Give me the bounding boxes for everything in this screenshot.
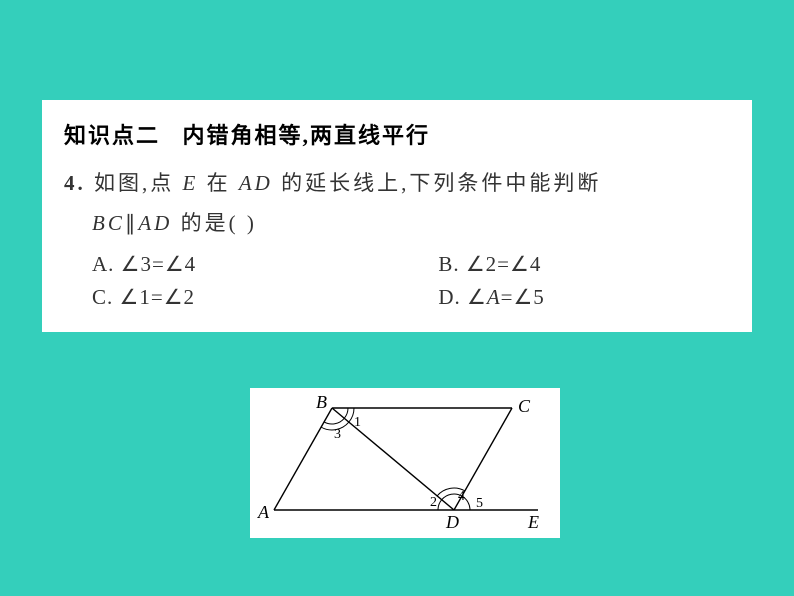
option-A: A. ∠3=∠4 <box>92 252 438 277</box>
blank <box>239 211 247 235</box>
var-AD1: AD <box>239 171 273 195</box>
q-t1: 如图,点 <box>94 171 183 195</box>
options-row-1: A. ∠3=∠4 B. ∠2=∠4 <box>64 252 730 277</box>
svg-text:C: C <box>518 396 531 416</box>
question-text-line2: BC∥AD 的是( ) <box>92 204 730 244</box>
var-AD2: AD <box>138 211 172 235</box>
parallel-symbol: ∥ <box>125 211 139 235</box>
optD-var: A <box>487 285 501 309</box>
optA-lhs: ∠3 <box>121 252 152 276</box>
option-B: B. ∠2=∠4 <box>438 252 541 277</box>
q-t2: 在 <box>198 171 239 195</box>
optC-lhs: ∠1 <box>120 285 151 309</box>
optB-label: B. <box>438 252 459 276</box>
svg-text:B: B <box>316 392 327 412</box>
svg-text:A: A <box>257 502 270 522</box>
option-D: D. ∠A=∠5 <box>438 285 545 310</box>
question-text: 4. 如图,点 E 在 AD 的延长线上,下列条件中能判断 <box>64 164 730 204</box>
heading-title: 内错角相等,两直线平行 <box>183 123 431 148</box>
q-t4: 的是( <box>172 211 238 235</box>
svg-text:1: 1 <box>354 415 361 430</box>
optB-rhs: ∠4 <box>510 252 541 276</box>
optC-rhs: ∠2 <box>164 285 195 309</box>
optD-lhs: ∠ <box>467 285 487 309</box>
optD-eq: = <box>501 285 514 309</box>
svg-text:E: E <box>527 512 539 532</box>
optA-rhs: ∠4 <box>165 252 196 276</box>
q-t5: ) <box>247 211 257 235</box>
options-row-2: C. ∠1=∠2 D. ∠A=∠5 <box>64 285 730 310</box>
section-heading: 知识点二 内错角相等,两直线平行 <box>64 118 730 150</box>
var-E: E <box>183 171 199 195</box>
geometry-figure: A B C D E 13 2 45 <box>250 388 560 538</box>
figure-svg: A B C D E 13 2 45 <box>250 388 560 538</box>
content-box: 知识点二 内错角相等,两直线平行 4. 如图,点 E 在 AD 的延长线上,下列… <box>42 100 752 332</box>
optC-label: C. <box>92 285 113 309</box>
svg-text:5: 5 <box>476 496 483 511</box>
optB-lhs: ∠2 <box>466 252 497 276</box>
question-number: 4. <box>64 171 86 195</box>
var-BC: BC <box>92 211 125 235</box>
optD-rhs: ∠5 <box>513 285 544 309</box>
svg-text:3: 3 <box>334 427 341 442</box>
optA-eq: = <box>152 252 165 276</box>
optA-label: A. <box>92 252 114 276</box>
heading-label: 知识点二 <box>64 123 160 148</box>
optC-eq: = <box>151 285 164 309</box>
svg-text:D: D <box>445 512 459 532</box>
option-C: C. ∠1=∠2 <box>92 285 438 310</box>
svg-text:2: 2 <box>430 495 437 510</box>
q-t3: 的延长线上,下列条件中能判断 <box>273 171 602 195</box>
optD-label: D. <box>438 285 460 309</box>
svg-text:4: 4 <box>458 489 465 504</box>
optB-eq: = <box>497 252 510 276</box>
